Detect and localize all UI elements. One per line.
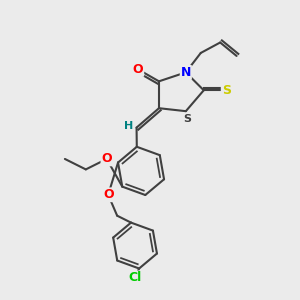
Text: S: S xyxy=(222,84,231,97)
Text: O: O xyxy=(101,152,112,166)
Text: O: O xyxy=(133,63,143,76)
Text: S: S xyxy=(183,114,191,124)
Text: N: N xyxy=(181,66,191,79)
Text: Cl: Cl xyxy=(128,271,142,284)
Text: H: H xyxy=(124,121,133,131)
Text: O: O xyxy=(103,188,113,201)
